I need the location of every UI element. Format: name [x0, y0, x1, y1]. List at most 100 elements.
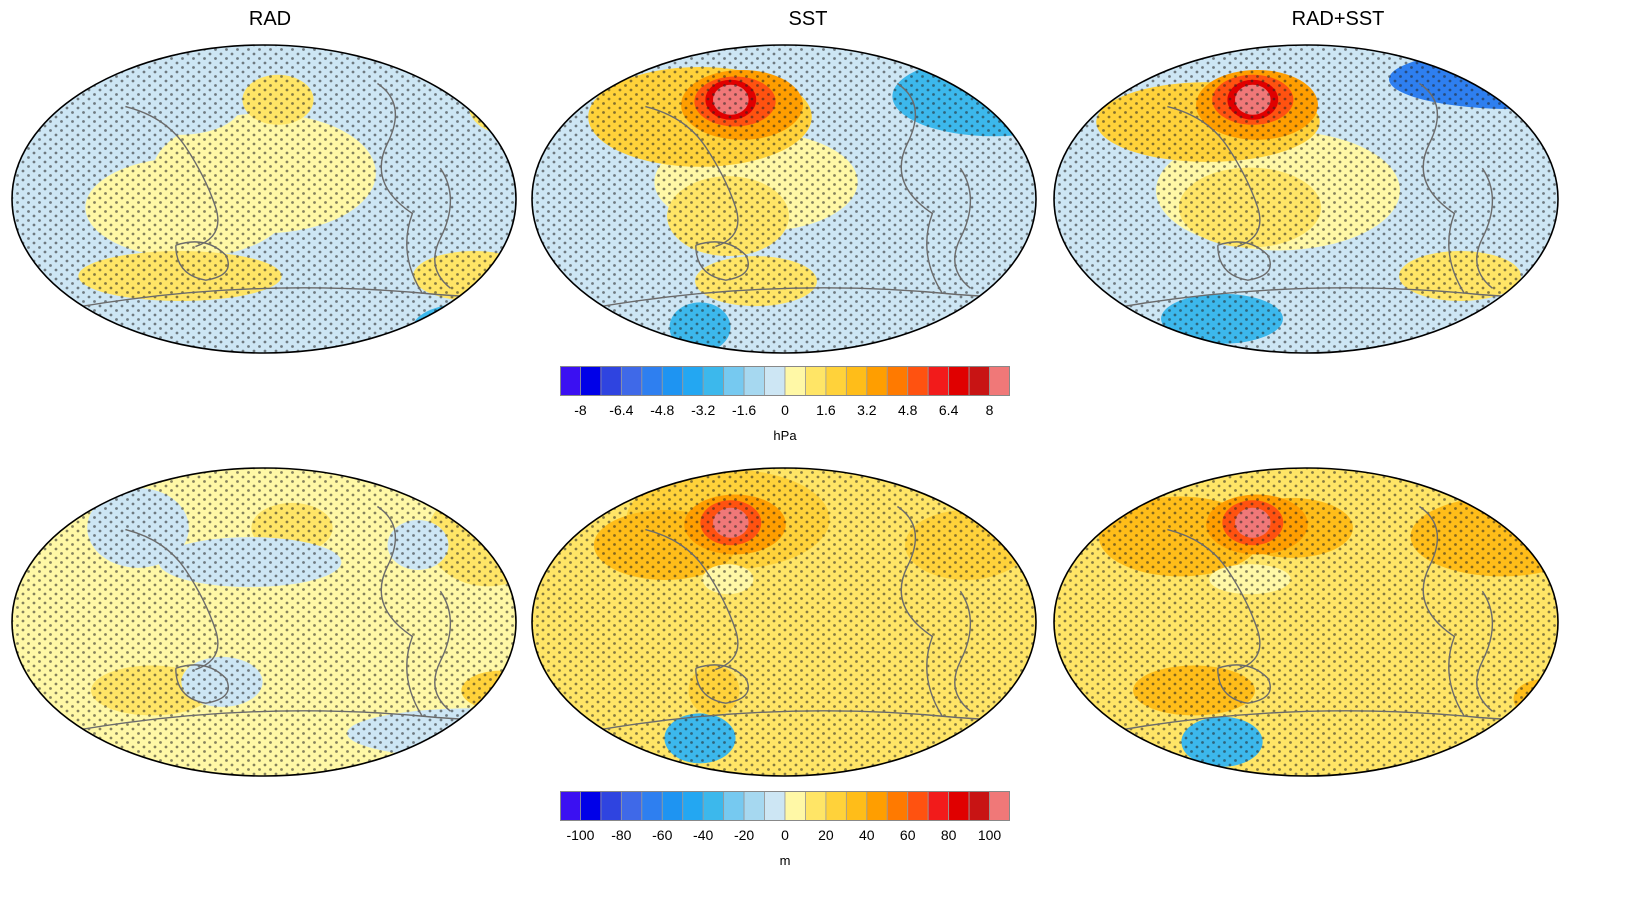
significance-stippling [532, 468, 1036, 776]
coastline [1217, 664, 1271, 704]
column-title-sst: SST [788, 8, 828, 30]
coastline [434, 590, 451, 712]
colorbar-swatch [845, 791, 868, 821]
colorbar-tick-label: -60 [652, 827, 673, 843]
colorbar-swatch [845, 366, 868, 396]
colorbar-swatch [927, 366, 950, 396]
coastline [37, 710, 516, 739]
colorbar-swatch [580, 791, 602, 821]
colorbar-tick-label: -1.6 [732, 402, 757, 418]
colorbar-tick-label: -6.4 [609, 402, 634, 418]
map-border [1053, 467, 1559, 777]
colorbar-tick-label: -20 [733, 827, 755, 843]
colorbar-swatch [743, 791, 765, 821]
colorbar-swatch [600, 366, 622, 396]
colorbar-tick-label: 0 [781, 402, 789, 418]
significance-stippling [532, 45, 1036, 353]
coastline [695, 241, 749, 281]
colorbar-tick-label: 8 [985, 402, 994, 418]
colorbar-tick-label: 80 [940, 827, 957, 843]
colorbar-swatch [702, 366, 725, 396]
colorbar-swatch [580, 366, 602, 396]
coastline [125, 528, 219, 671]
map-z500-sst [531, 467, 1037, 777]
coastline [557, 710, 1036, 739]
colorbar-swatch [968, 791, 990, 821]
coastline [175, 664, 229, 704]
significance-stippling [1054, 468, 1558, 776]
colorbar-swatch [743, 366, 765, 396]
colorbar-swatch [866, 791, 888, 821]
coastline [1419, 505, 1465, 717]
colorbar-swatch [805, 791, 827, 821]
map-border [531, 44, 1037, 354]
colorbar-swatch [989, 791, 1010, 821]
coastline [645, 105, 739, 248]
colorbar-tick-label: 20 [818, 827, 834, 843]
colorbar-swatch [764, 791, 786, 821]
colorbar-swatch [682, 366, 704, 396]
colorbar-frame [560, 791, 1010, 821]
coastline [557, 287, 1036, 316]
colorbar-tick-label: -4.8 [650, 402, 675, 418]
colorbar-swatch [886, 791, 909, 821]
coastline [175, 241, 229, 281]
colorbar-swatch [723, 366, 745, 396]
colorbar-swatch [661, 791, 684, 821]
significance-stippling [1054, 45, 1558, 353]
colorbar-swatch [560, 791, 581, 821]
coastline [1167, 105, 1261, 248]
map-z500-rad-sst [1053, 467, 1559, 777]
colorbar-swatch [989, 366, 1010, 396]
colorbar-tick-label: -3.2 [691, 402, 716, 418]
colorbar-swatch [866, 366, 888, 396]
colorbar-swatch [784, 366, 806, 396]
colorbar-swatch [723, 791, 745, 821]
colorbar-swatch [886, 366, 909, 396]
coastline [37, 287, 516, 316]
map-slp-rad-sst [1053, 44, 1559, 354]
colorbar-tick-label: 40 [859, 827, 875, 843]
colorbar-slp-bar [560, 366, 1010, 396]
colorbar-swatch [764, 366, 786, 396]
colorbar-swatch [907, 791, 929, 821]
colorbar-swatch [927, 791, 950, 821]
colorbar-swatch [948, 791, 970, 821]
coastline [125, 105, 219, 248]
coastline [377, 505, 423, 717]
colorbar-tick-label: -80 [611, 827, 632, 843]
anomaly-blob [466, 302, 516, 353]
colorbar-swatch [907, 366, 929, 396]
coastline [897, 82, 943, 294]
colorbar-tick-label: 4.8 [897, 402, 918, 418]
coastline [1079, 287, 1558, 316]
coastline [1476, 590, 1493, 712]
map-border [11, 44, 517, 354]
colorbar-swatch [968, 366, 990, 396]
colorbar-tick-label: -8 [574, 402, 587, 418]
map-slp-rad [11, 44, 517, 354]
map-border [11, 467, 517, 777]
column-title-rad: RAD [248, 8, 292, 30]
map-border [531, 467, 1037, 777]
coastline [1476, 167, 1493, 289]
coastline [1167, 528, 1261, 671]
colorbar-tick-label: 100 [977, 827, 1002, 843]
map-border [1053, 44, 1559, 354]
significance-stippling [12, 468, 516, 776]
coastline [1419, 82, 1465, 294]
colorbar-swatch [784, 791, 806, 821]
colorbar-tick-label: -40 [693, 827, 714, 843]
colorbar-swatch [825, 791, 847, 821]
colorbar-swatch [641, 791, 663, 821]
colorbar-tick-label: -100 [566, 827, 595, 843]
colorbar-slp-unit: hPa [773, 428, 797, 443]
coastline [954, 167, 971, 289]
coastline [954, 590, 971, 712]
colorbar-swatch [682, 791, 704, 821]
coastline [1079, 710, 1558, 739]
colorbar-tick-label: 1.6 [816, 402, 836, 418]
map-z500-rad [11, 467, 517, 777]
colorbar-swatch [560, 366, 581, 396]
colorbar-swatch [620, 366, 643, 396]
